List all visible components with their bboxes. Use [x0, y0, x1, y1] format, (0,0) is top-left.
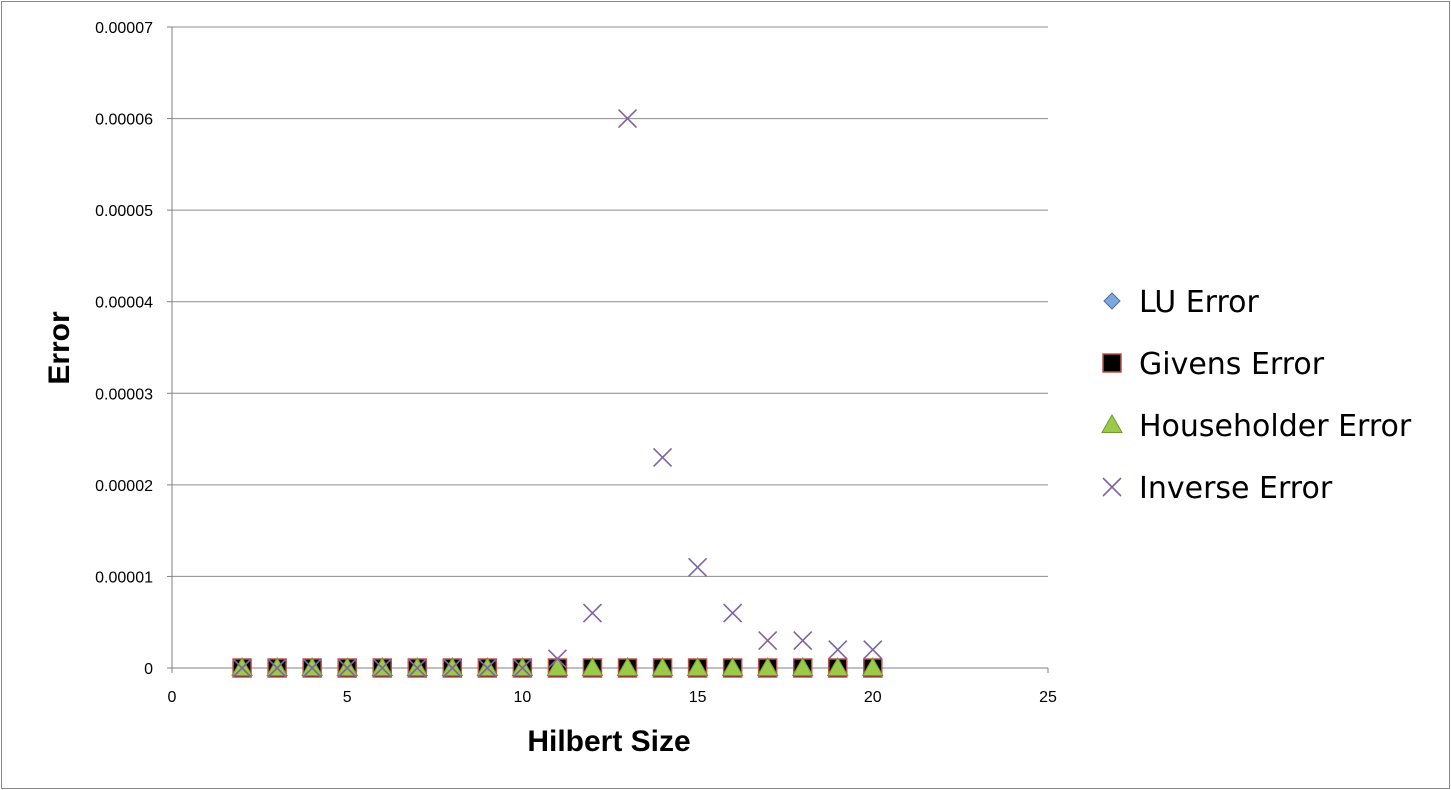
- legend-item: LU Error: [1103, 285, 1260, 320]
- data-point-x: [793, 630, 813, 651]
- series-householder-error: [231, 656, 884, 676]
- y-tick-label: 0: [144, 661, 153, 678]
- legend-marker-x: [1102, 477, 1122, 497]
- data-point-triangle: [686, 656, 709, 676]
- y-tick-label: 0.00005: [95, 203, 153, 220]
- data-point-triangle: [756, 656, 779, 676]
- data-point-triangle: [301, 656, 324, 676]
- y-axis-title: Error: [43, 311, 76, 385]
- y-tick-label: 0.00003: [95, 386, 153, 403]
- data-point-triangle: [791, 656, 814, 676]
- data-point-triangle: [441, 656, 464, 676]
- data-point-triangle: [371, 656, 394, 676]
- y-tick-label: 0.00002: [95, 478, 153, 495]
- axes: [171, 27, 1048, 669]
- data-point-x: [758, 630, 778, 651]
- legend: LU Error Givens Error Householder Error Inv…: [1101, 285, 1412, 506]
- tick-labels: 0 0.00001 0.00002 0.00003 0.00004 0.00005 0.00…: [95, 20, 1057, 706]
- data-point-triangle: [336, 656, 359, 676]
- data-point-x: [652, 447, 673, 467]
- data-point-triangle: [581, 656, 604, 676]
- data-point-x: [372, 658, 392, 678]
- data-point-triangle: [476, 656, 499, 676]
- x-tick-label: 20: [864, 689, 882, 706]
- data-point-triangle: [546, 656, 569, 676]
- data-point-x: [688, 557, 708, 577]
- legend-marker-diamond: [1103, 292, 1121, 310]
- data-point-triangle: [266, 656, 288, 676]
- x-tick-label: 5: [343, 689, 352, 706]
- data-point-x: [617, 109, 638, 129]
- data-point-triangle: [616, 656, 639, 676]
- y-tick-label: 0.00006: [95, 112, 153, 129]
- legend-item: Inverse Error: [1102, 471, 1333, 506]
- data-point-triangle: [511, 656, 534, 676]
- x-tick-label: 10: [514, 689, 532, 706]
- data-point-x: [267, 658, 287, 678]
- gridlines: [172, 26, 1048, 577]
- x-tick-label: 15: [689, 689, 707, 706]
- legend-item: Householder Error: [1101, 409, 1412, 444]
- data-point-x: [863, 640, 883, 660]
- data-point-triangle: [651, 656, 674, 676]
- data-point-x: [582, 603, 603, 623]
- legend-label: Householder Error: [1139, 409, 1412, 444]
- x-axis-title: Hilbert Size: [527, 725, 690, 758]
- y-tick-label: 0.00007: [95, 20, 153, 37]
- legend-label: Inverse Error: [1139, 471, 1333, 506]
- series-inverse-error: [232, 109, 883, 678]
- data-point-x: [407, 658, 427, 678]
- y-tick-label: 0.00001: [95, 569, 153, 586]
- y-tick-label: 0.00004: [95, 295, 153, 312]
- data-point-x: [442, 658, 462, 678]
- data-point-triangle: [721, 656, 744, 676]
- data-point-x: [512, 658, 532, 678]
- x-tick-label: 0: [168, 689, 177, 706]
- data-point-x: [723, 603, 743, 623]
- legend-item: Givens Error: [1102, 347, 1325, 382]
- legend-label: LU Error: [1139, 285, 1260, 320]
- data-point-x: [547, 649, 568, 669]
- data-point-triangle: [231, 656, 253, 676]
- data-point-triangle: [826, 656, 849, 676]
- legend-label: Givens Error: [1139, 347, 1325, 382]
- data-point-triangle: [861, 656, 884, 676]
- data-point-x: [232, 658, 252, 678]
- data-point-x: [337, 658, 357, 678]
- data-point-x: [302, 658, 322, 678]
- x-tick-label: 25: [1039, 689, 1057, 706]
- data-series: [231, 109, 884, 678]
- data-point-triangle: [406, 656, 429, 676]
- data-point-x: [477, 658, 497, 678]
- data-point-x: [828, 640, 848, 660]
- legend-marker-square: [1102, 353, 1122, 373]
- legend-marker-triangle: [1101, 413, 1123, 433]
